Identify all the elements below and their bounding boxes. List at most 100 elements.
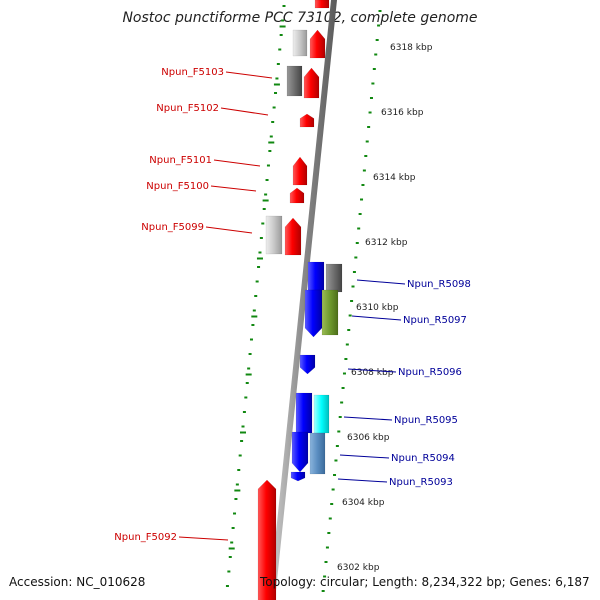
scale-label: 6312 kbp [365, 238, 408, 248]
reverse-gene-leader [337, 478, 388, 483]
ruler-dot [368, 111, 372, 114]
forward-gene-leader [210, 185, 257, 192]
reverse-gene-label: Npun_R5098 [407, 279, 471, 290]
ruler-dot [248, 353, 252, 355]
ruler-dot [344, 358, 348, 360]
ruler-dot [375, 39, 379, 41]
gene-forward-arrow [314, 0, 330, 9]
ruler-dot [233, 512, 237, 515]
ruler-tick [262, 199, 269, 202]
forward-gene-leader [213, 159, 261, 167]
ruler-dot [369, 97, 373, 99]
ruler-dot [225, 585, 229, 587]
ruler-dot [362, 169, 366, 172]
scale-label: 6304 kbp [342, 498, 385, 508]
summary-label: Topology: circular; Length: 8,234,322 bp… [260, 575, 590, 589]
ruler-tick [234, 489, 241, 492]
ruler-dot [245, 382, 249, 384]
ruler-dot [251, 324, 255, 326]
ruler-dot [257, 266, 261, 268]
ruler-dot [365, 140, 369, 143]
ruler-dot [377, 24, 381, 27]
gene-forward-arrow [299, 113, 315, 128]
ruler-dot [274, 92, 278, 94]
ruler-tick [279, 25, 286, 28]
ruler-dot [231, 527, 235, 529]
reverse-gene-label: Npun_R5097 [403, 315, 467, 326]
ruler-dot [261, 222, 265, 225]
reverse-gene-label: Npun_R5093 [389, 477, 453, 488]
scale-ticks: 6318 kbp 6316 kbp 6314 kbp 6312 kbp 6310 kbp… [337, 43, 433, 573]
gene-steel-block [309, 432, 326, 475]
gene-cyan-block [313, 394, 330, 434]
ruler-dot [279, 34, 283, 36]
ruler-dot [228, 556, 232, 558]
ruler-tick [228, 547, 235, 550]
scale-label: 6318 kbp [390, 43, 433, 53]
reverse-gene-leader [343, 416, 393, 421]
ruler-dot [364, 155, 368, 157]
ruler-dot [241, 425, 245, 428]
ruler-dot [340, 401, 344, 404]
gene-grey-block [292, 29, 308, 57]
ruler-dot [360, 198, 364, 201]
ruler-dot [230, 541, 234, 544]
ruler-dot [345, 343, 349, 346]
ruler-dot [252, 309, 256, 312]
forward-gene-label: Npun_F5102 [156, 103, 219, 114]
ruler-dot [327, 532, 331, 534]
ruler-dot [335, 445, 339, 447]
map-title: Nostoc punctiforme PCC 73102, complete g… [122, 10, 478, 26]
ruler-dot [265, 179, 269, 181]
ruler-dot [358, 213, 362, 215]
scale-label: 6302 kbp [337, 563, 380, 573]
ruler-dot [249, 338, 253, 341]
ruler-dot [371, 82, 375, 85]
ruler-dot [328, 517, 332, 520]
reverse-gene-leader [347, 368, 397, 373]
ruler-dot [330, 503, 334, 505]
ruler-dot [350, 300, 354, 302]
ruler-dot [361, 184, 365, 186]
ruler-dot [341, 387, 345, 389]
gene-reverse-arrow [307, 261, 325, 291]
gene-dark-block [286, 65, 303, 97]
gene-forward-arrow [284, 217, 302, 256]
gene-reverse-arrow [304, 289, 323, 338]
gene-forward-arrow [257, 479, 277, 600]
ruler-dot [262, 208, 266, 210]
ruler-dot [338, 416, 342, 418]
ruler-dot [357, 227, 361, 230]
forward-gene-leader [205, 226, 253, 234]
ruler-dot [266, 164, 270, 167]
ruler-dot [342, 372, 346, 375]
reverse-gene-leader [339, 454, 390, 459]
ruler-dot [372, 68, 376, 70]
ruler-dot [272, 106, 276, 109]
ruler-tick [273, 83, 280, 86]
forward-gene-label: Npun_F5103 [161, 67, 224, 78]
ruler-dot [352, 271, 356, 273]
ruler-dot [242, 411, 246, 413]
ruler-dot [227, 570, 231, 573]
gene-labels: Npun_F5103 Npun_F5102 Npun_F5101 Npun_F5100… [114, 67, 471, 543]
ruler-tick [256, 257, 263, 260]
ruler-dot [282, 5, 286, 7]
scale-label: 6316 kbp [381, 108, 424, 118]
reverse-gene-label: Npun_R5095 [394, 415, 458, 426]
ruler-tick [251, 315, 258, 318]
reverse-gene-label: Npun_R5096 [398, 367, 462, 378]
ruler-dot [354, 256, 358, 259]
forward-gene-leader [178, 536, 229, 541]
scale-label: 6314 kbp [373, 173, 416, 183]
forward-gene-label: Npun_F5101 [149, 155, 212, 166]
ruler-dot [244, 396, 248, 399]
genome-backbone [269, 0, 337, 600]
ruler-dot [333, 474, 337, 476]
accession-label: Accession: NC_010628 [9, 575, 146, 589]
ruler-dot [264, 193, 268, 196]
ruler-dot [347, 329, 351, 331]
scale-label: 6306 kbp [347, 433, 390, 443]
scale-label: 6308 kbp [351, 368, 394, 378]
